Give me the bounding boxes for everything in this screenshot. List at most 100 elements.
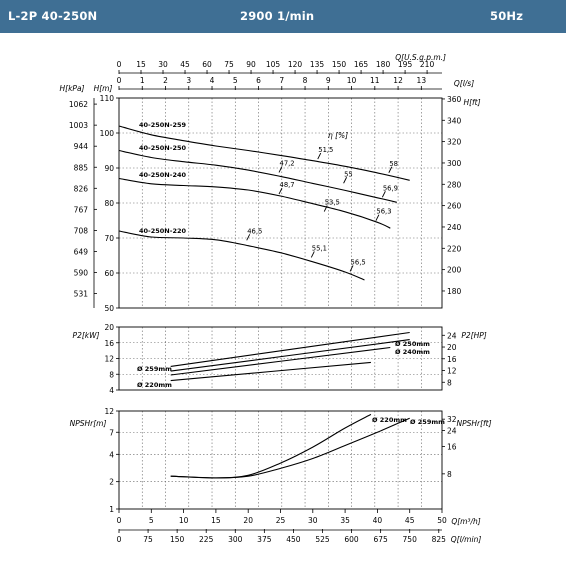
power-curve-2 <box>170 339 410 372</box>
ls-axis-label: Q[l/s] <box>454 79 474 88</box>
head-kpa-tick-label: 1062 <box>69 100 88 109</box>
head-kpa-axis-label: H[kPa] <box>60 84 85 93</box>
efficiency-label: 53,5 <box>325 199 340 207</box>
m3h-axis-label: Q[m³/h] <box>451 517 480 526</box>
usgpm-tick-label: 60 <box>202 60 212 69</box>
pump-model-title: L-2P 40-250N <box>8 9 98 23</box>
efficiency-label: 56,3 <box>376 208 391 216</box>
head-kpa-tick-label: 944 <box>74 142 89 151</box>
m3h-tick-label: 10 <box>179 516 189 525</box>
power-kw-tick-label: 8 <box>109 370 114 379</box>
npsh-m-tick-label: 2 <box>109 478 114 487</box>
npsh-curve-label: Ø 259mm <box>410 418 445 426</box>
power-hp-tick-label: 16 <box>447 355 457 364</box>
npsh-m-tick-label: 12 <box>104 407 114 416</box>
power-hp-tick-label: 24 <box>447 331 457 340</box>
efficiency-mark <box>343 177 348 184</box>
usgpm-tick-label: 0 <box>117 60 122 69</box>
efficiency-mark <box>278 166 283 173</box>
power-kw-tick-label: 20 <box>104 323 114 332</box>
head-kpa-tick-label: 885 <box>74 163 89 172</box>
efficiency-label: 46,5 <box>247 227 262 235</box>
head-curve-label: 40-250N-250 <box>139 144 186 152</box>
lmin-tick-label: 675 <box>373 535 388 544</box>
ls-tick-label: 2 <box>163 76 168 85</box>
head-curve-label: 40-250N-240 <box>139 171 186 179</box>
pump-performance-chart: 0 15 30 45 60 75 90 105 120 135 150 165 180 195 210Q[U… <box>60 53 492 544</box>
power-hp-tick-label: 20 <box>447 343 457 352</box>
usgpm-tick-label: 120 <box>288 60 303 69</box>
usgpm-tick-label: 135 <box>310 60 325 69</box>
chart-header-bar: L-2P 40-250N 2900 1/min 50Hz <box>0 0 566 33</box>
usgpm-axis-label: Q[U.S.g.p.m.] <box>395 53 446 62</box>
usgpm-tick-label: 195 <box>398 60 413 69</box>
lmin-tick-label: 750 <box>403 535 418 544</box>
head-curve-4 <box>118 230 365 281</box>
npsh-ft-tick-label: 32 <box>447 415 457 424</box>
head-m-tick-label: 50 <box>104 304 114 313</box>
ls-tick-label: 6 <box>256 76 261 85</box>
performance-curves <box>118 125 410 479</box>
npsh-ft-tick-label: 8 <box>447 470 452 479</box>
m3h-tick-label: 35 <box>340 516 350 525</box>
efficiency-label: 58 <box>389 160 398 168</box>
efficiency-mark <box>323 205 328 212</box>
efficiency-label: 56,9 <box>383 184 398 192</box>
head-curve-3 <box>118 177 391 229</box>
head-m-tick-label: 100 <box>100 129 115 138</box>
head-ft-tick-label: 220 <box>447 244 462 253</box>
power-curve-label: Ø 240mm <box>395 348 430 356</box>
head-kpa-tick-label: 531 <box>74 290 89 299</box>
lmin-axis-label: Q[l/min] <box>451 535 482 544</box>
npsh-ft-axis-label: NPSHr[ft] <box>456 419 491 428</box>
lmin-tick-label: 300 <box>228 535 243 544</box>
efficiency-label: 47,2 <box>280 159 295 167</box>
usgpm-tick-label: 165 <box>354 60 369 69</box>
usgpm-tick-label: 30 <box>158 60 168 69</box>
usgpm-tick-label: 150 <box>332 60 347 69</box>
power-curve-3 <box>170 346 391 376</box>
ls-tick-label: 5 <box>233 76 238 85</box>
lmin-tick-label: 0 <box>117 535 122 544</box>
lmin-tick-label: 600 <box>344 535 359 544</box>
efficiency-label: 48,7 <box>280 181 295 189</box>
head-m-tick-label: 110 <box>100 94 115 103</box>
usgpm-tick-label: 210 <box>420 60 435 69</box>
head-ft-tick-label: 180 <box>447 287 462 296</box>
npsh-ft-tick-label: 24 <box>447 427 457 436</box>
head-curve-2 <box>118 149 397 203</box>
npsh-m-axis-label: NPSHr[m] <box>70 419 107 428</box>
efficiency-mark <box>375 214 380 221</box>
lmin-tick-label: 375 <box>257 535 272 544</box>
head-kpa-tick-label: 649 <box>74 247 89 256</box>
efficiency-mark <box>349 265 354 272</box>
efficiency-mark <box>317 152 322 160</box>
lmin-tick-label: 825 <box>432 535 447 544</box>
npsh-m-tick-label: 1 <box>109 505 114 514</box>
head-ft-tick-label: 260 <box>447 202 462 211</box>
ls-tick-label: 0 <box>117 76 122 85</box>
m3h-tick-label: 15 <box>211 516 221 525</box>
lmin-tick-label: 150 <box>170 535 185 544</box>
efficiency-label: 55 <box>344 170 353 178</box>
usgpm-tick-label: 45 <box>180 60 190 69</box>
head-ft-tick-label: 240 <box>447 223 462 232</box>
usgpm-tick-label: 90 <box>246 60 256 69</box>
ls-tick-label: 1 <box>140 76 145 85</box>
head-m-tick-label: 80 <box>104 199 114 208</box>
lmin-tick-label: 450 <box>286 535 301 544</box>
lmin-tick-label: 525 <box>315 535 330 544</box>
head-curve-label: 40-250N-220 <box>139 227 186 235</box>
power-kw-axis-label: P2[kW] <box>73 331 100 340</box>
head-kpa-tick-label: 767 <box>74 205 89 214</box>
efficiency-mark <box>278 187 283 195</box>
m3h-tick-label: 50 <box>437 516 447 525</box>
head-m-tick-label: 70 <box>104 234 114 243</box>
m3h-tick-label: 45 <box>405 516 415 525</box>
power-kw-tick-label: 12 <box>104 355 114 364</box>
efficiency-mark <box>388 166 393 173</box>
ls-tick-label: 8 <box>303 76 308 85</box>
npsh-ft-tick-label: 16 <box>447 443 457 452</box>
power-curve-label: Ø 220mm <box>137 381 172 389</box>
head-ft-tick-label: 280 <box>447 180 462 189</box>
